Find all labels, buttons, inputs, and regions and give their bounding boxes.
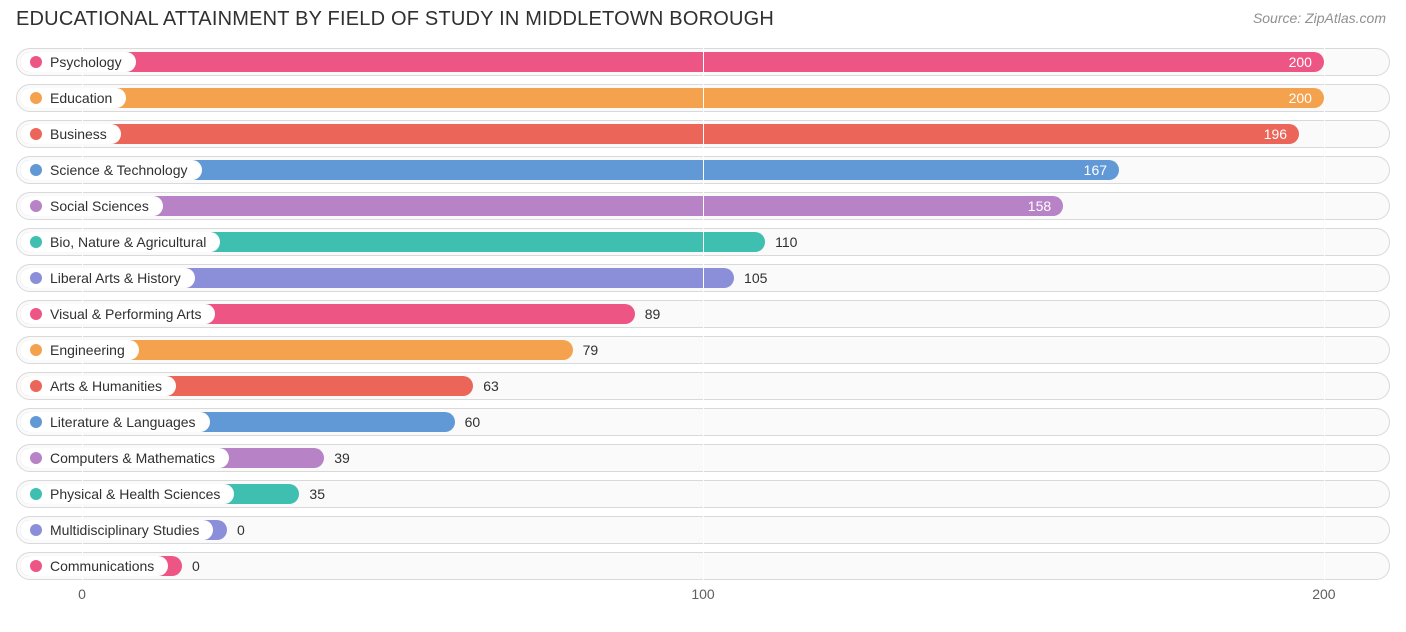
category-pill: Science & Technology — [20, 160, 202, 180]
legend-dot-icon — [30, 344, 42, 356]
x-axis: 0 100 200 — [16, 584, 1390, 604]
category-label: Multidisciplinary Studies — [50, 522, 199, 538]
legend-dot-icon — [30, 164, 42, 176]
bar-value: 167 — [1084, 162, 1107, 178]
legend-dot-icon — [30, 488, 42, 500]
gridline — [1324, 44, 1325, 584]
bar-value: 35 — [309, 486, 325, 502]
category-pill: Liberal Arts & History — [20, 268, 195, 288]
bar-value: 200 — [1289, 90, 1312, 106]
legend-dot-icon — [30, 272, 42, 284]
category-label: Engineering — [50, 342, 125, 358]
category-pill: Arts & Humanities — [20, 376, 176, 396]
category-label: Business — [50, 126, 107, 142]
legend-dot-icon — [30, 452, 42, 464]
legend-dot-icon — [30, 560, 42, 572]
legend-dot-icon — [30, 92, 42, 104]
chart-source: Source: ZipAtlas.com — [1253, 10, 1386, 26]
gridline — [703, 44, 704, 584]
bar-value: 60 — [465, 414, 481, 430]
bar-value: 89 — [645, 306, 661, 322]
bar-value: 0 — [237, 522, 245, 538]
legend-dot-icon — [30, 416, 42, 428]
category-pill: Engineering — [20, 340, 139, 360]
category-pill: Literature & Languages — [20, 412, 210, 432]
category-label: Computers & Mathematics — [50, 450, 215, 466]
category-label: Arts & Humanities — [50, 378, 162, 394]
bar-fill — [20, 196, 1063, 216]
bar-value: 158 — [1028, 198, 1051, 214]
bar-value: 63 — [483, 378, 499, 394]
bar-value: 105 — [744, 270, 767, 286]
legend-dot-icon — [30, 200, 42, 212]
x-tick-label: 0 — [78, 586, 86, 602]
category-pill: Communications — [20, 556, 168, 576]
bar-value: 0 — [192, 558, 200, 574]
legend-dot-icon — [30, 128, 42, 140]
legend-dot-icon — [30, 380, 42, 392]
category-label: Psychology — [50, 54, 122, 70]
category-label: Communications — [50, 558, 154, 574]
legend-dot-icon — [30, 524, 42, 536]
category-pill: Social Sciences — [20, 196, 163, 216]
bar-value: 39 — [334, 450, 350, 466]
bar-fill — [20, 88, 1324, 108]
category-pill: Psychology — [20, 52, 136, 72]
category-label: Education — [50, 90, 112, 106]
bar-fill — [20, 124, 1299, 144]
category-pill: Bio, Nature & Agricultural — [20, 232, 220, 252]
category-label: Visual & Performing Arts — [50, 306, 201, 322]
category-pill: Multidisciplinary Studies — [20, 520, 213, 540]
category-pill: Physical & Health Sciences — [20, 484, 234, 504]
chart-area: Psychology 200 Education 200 Business 196 Scie… — [16, 44, 1390, 604]
plot-area: Psychology 200 Education 200 Business 196 Scie… — [16, 44, 1390, 584]
x-tick-label: 100 — [691, 586, 714, 602]
category-pill: Visual & Performing Arts — [20, 304, 215, 324]
legend-dot-icon — [30, 56, 42, 68]
category-label: Literature & Languages — [50, 414, 196, 430]
bar-value: 110 — [775, 234, 797, 250]
bar-value: 196 — [1264, 126, 1287, 142]
bar-value: 200 — [1289, 54, 1312, 70]
category-label: Bio, Nature & Agricultural — [50, 234, 206, 250]
chart-header: EDUCATIONAL ATTAINMENT BY FIELD OF STUDY… — [0, 0, 1406, 31]
bar-value: 79 — [583, 342, 599, 358]
legend-dot-icon — [30, 308, 42, 320]
category-pill: Education — [20, 88, 126, 108]
category-pill: Business — [20, 124, 121, 144]
category-label: Liberal Arts & History — [50, 270, 181, 286]
x-tick-label: 200 — [1312, 586, 1335, 602]
bar-fill — [20, 52, 1324, 72]
category-label: Science & Technology — [50, 162, 188, 178]
chart-title: EDUCATIONAL ATTAINMENT BY FIELD OF STUDY… — [16, 8, 774, 31]
legend-dot-icon — [30, 236, 42, 248]
category-pill: Computers & Mathematics — [20, 448, 229, 468]
category-label: Social Sciences — [50, 198, 149, 214]
category-label: Physical & Health Sciences — [50, 486, 220, 502]
